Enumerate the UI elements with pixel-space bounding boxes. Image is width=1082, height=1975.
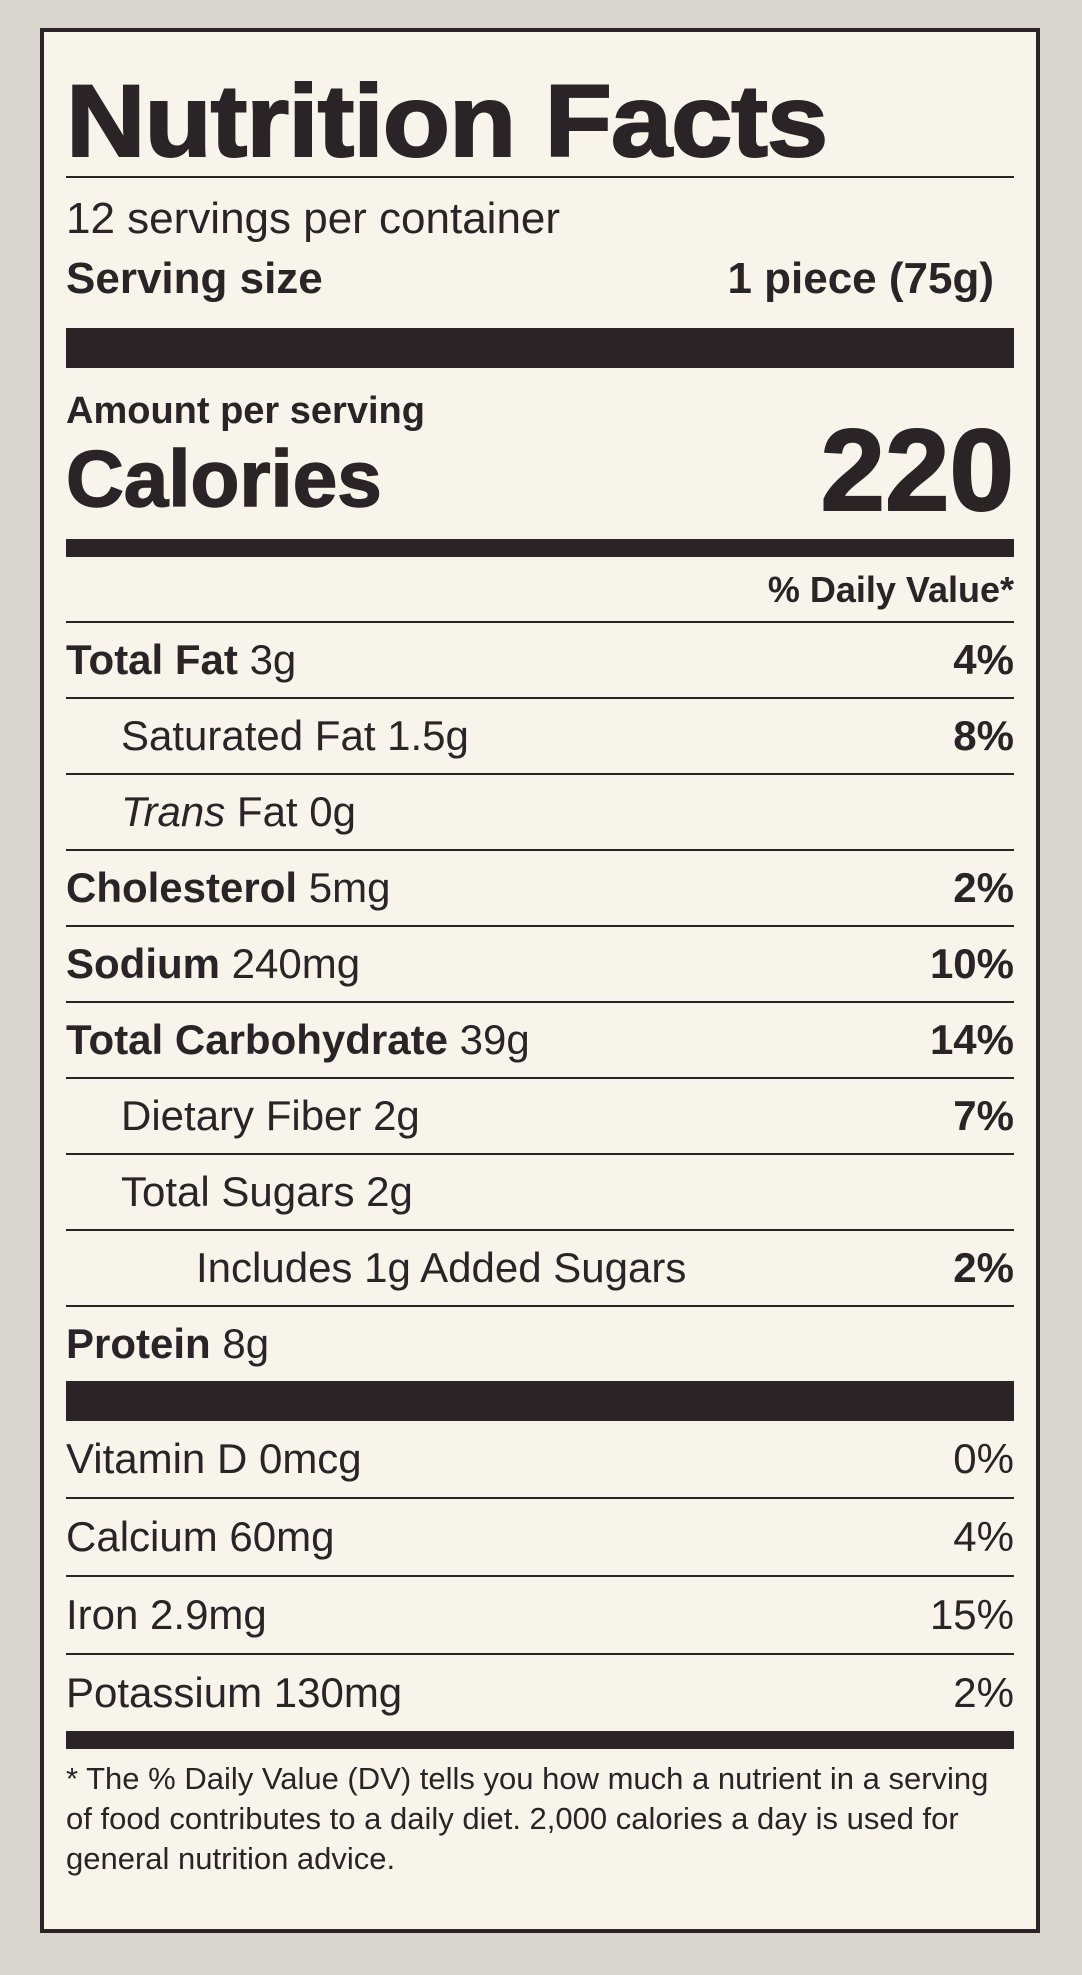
nutrient-dv: 14% bbox=[929, 1016, 1014, 1063]
nutrient-amount: 2g bbox=[366, 1168, 413, 1215]
nutrient-amount: 3g bbox=[249, 636, 297, 683]
servings-per-container: 12 servings per container bbox=[66, 194, 561, 243]
nutrient-amount: 39g bbox=[459, 1016, 530, 1063]
nutrient-amount: 1.5g bbox=[387, 712, 469, 759]
vitamin-dv: 0% bbox=[953, 1435, 1014, 1482]
nutrient-dv: 8% bbox=[953, 712, 1014, 759]
nutrient-row-saturated-fat: Saturated Fat 1.5g 8% bbox=[66, 697, 1014, 773]
nutrient-row-dietary-fiber: Dietary Fiber 2g 7% bbox=[66, 1077, 1014, 1153]
serving-size-value: 1 piece (75g) bbox=[727, 254, 994, 303]
vitamin-dv: 2% bbox=[953, 1669, 1014, 1716]
calories-label: Calories bbox=[65, 433, 382, 524]
vitamin-row-iron: Iron 2.9mg 15% bbox=[66, 1575, 1014, 1653]
vitamin-row-potassium: Potassium 130mg 2% bbox=[66, 1653, 1014, 1731]
nutrient-dv: 2% bbox=[953, 864, 1014, 911]
daily-value-header: % Daily Value* bbox=[767, 569, 1014, 610]
nutrient-name: Saturated Fat bbox=[121, 712, 376, 759]
nutrient-amount: 2g bbox=[373, 1092, 420, 1139]
serving-size: Serving size 1 piece (75g) bbox=[66, 254, 1014, 304]
vitamin-dv: 4% bbox=[953, 1513, 1014, 1560]
vitamin-name: Calcium 60mg bbox=[66, 1513, 335, 1560]
nutrient-row-total-fat: Total Fat 3g 4% bbox=[66, 621, 1014, 697]
nutrient-row-total-carbohydrate: Total Carbohydrate 39g 14% bbox=[66, 1001, 1014, 1077]
vitamin-name: Potassium 130mg bbox=[66, 1669, 403, 1716]
nutrient-row-added-sugars: Includes 1g Added Sugars 2% bbox=[66, 1229, 1014, 1305]
nutrient-name: Trans bbox=[121, 788, 226, 835]
thick-divider bbox=[66, 1381, 1014, 1421]
vitamin-dv: 15% bbox=[929, 1591, 1014, 1638]
nutrient-amount: 240mg bbox=[231, 940, 361, 987]
nutrient-amount: 8g bbox=[222, 1320, 270, 1367]
nutrient-name: Cholesterol bbox=[66, 864, 298, 911]
nutrient-row-trans-fat: Trans Fat 0g bbox=[66, 773, 1014, 849]
label-title: Nutrition Facts bbox=[65, 64, 829, 178]
calories-row: Calories 220 bbox=[65, 405, 1015, 535]
calories-value: 220 bbox=[819, 405, 1015, 535]
serving-size-label: Serving size bbox=[66, 254, 323, 303]
vitamins-section: Vitamin D 0mcg 0% Calcium 60mg 4% Iron 2.9… bbox=[66, 1421, 1014, 1731]
nutrient-row-cholesterol: Cholesterol 5mg 2% bbox=[66, 849, 1014, 925]
medium-divider bbox=[66, 1731, 1014, 1749]
nutrient-name: Dietary Fiber bbox=[121, 1092, 362, 1139]
nutrient-name: Protein bbox=[66, 1320, 211, 1367]
nutrition-facts-label: Nutrition Facts 12 servings per containe… bbox=[40, 28, 1040, 1933]
nutrient-name: Includes 1g Added Sugars bbox=[196, 1244, 687, 1291]
nutrient-dv: 4% bbox=[953, 636, 1014, 683]
nutrient-row-total-sugars: Total Sugars 2g bbox=[66, 1153, 1014, 1229]
nutrient-amount: Fat 0g bbox=[236, 788, 356, 835]
nutrient-dv: 10% bbox=[929, 940, 1014, 987]
vitamin-name: Vitamin D 0mcg bbox=[66, 1435, 362, 1482]
medium-divider bbox=[66, 539, 1014, 557]
amount-per-serving: Amount per serving bbox=[66, 390, 425, 432]
nutrient-dv: 2% bbox=[953, 1244, 1014, 1291]
nutrient-row-sodium: Sodium 240mg 10% bbox=[66, 925, 1014, 1001]
divider bbox=[66, 176, 1014, 178]
nutrient-dv: 7% bbox=[953, 1092, 1014, 1139]
thick-divider bbox=[66, 328, 1014, 368]
vitamin-row-calcium: Calcium 60mg 4% bbox=[66, 1497, 1014, 1575]
vitamin-name: Iron 2.9mg bbox=[66, 1591, 267, 1638]
nutrient-name: Total Sugars bbox=[121, 1168, 355, 1215]
nutrient-name: Sodium bbox=[66, 940, 220, 987]
nutrient-amount: 5mg bbox=[308, 864, 391, 911]
footnote: * The % Daily Value (DV) tells you how m… bbox=[66, 1761, 989, 1876]
nutrient-row-protein: Protein 8g bbox=[66, 1305, 1014, 1381]
nutrient-name: Total Carbohydrate bbox=[66, 1016, 448, 1063]
vitamin-row-vitamin-d: Vitamin D 0mcg 0% bbox=[66, 1421, 1014, 1497]
nutrient-name: Total Fat bbox=[66, 636, 238, 683]
